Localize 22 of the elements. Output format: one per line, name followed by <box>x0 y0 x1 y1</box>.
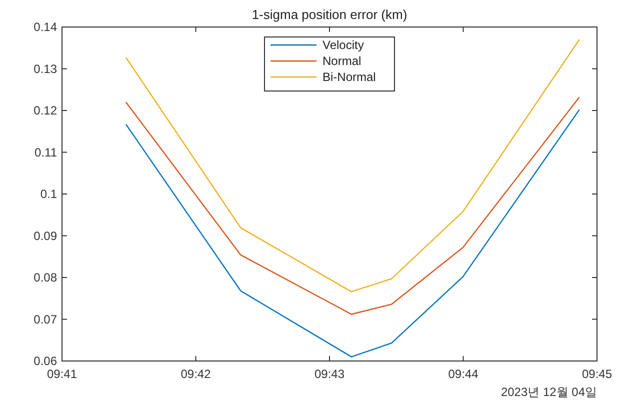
y-tick-label: 0.09 <box>34 228 58 243</box>
x-tick-label: 09:44 <box>448 367 479 381</box>
legend-label: Normal <box>322 54 362 68</box>
y-tick-label: 0.07 <box>34 312 58 326</box>
legend-label: Bi-Normal <box>322 70 376 84</box>
x-tick-label: 09:41 <box>46 367 78 381</box>
text: 2023년 12월 04일 <box>500 385 597 399</box>
y-tick-label: 0.06 <box>34 354 58 368</box>
legend-label: Velocity <box>322 38 364 52</box>
y-tick-label: 0.08 <box>34 270 58 284</box>
x-tick-label: 09:42 <box>180 367 212 381</box>
chart-title: 1-sigma position error (km) <box>252 7 408 22</box>
y-tick-label: 0.11 <box>34 145 58 160</box>
line-series <box>125 38 580 292</box>
line-series <box>125 96 580 315</box>
x-tick-label: 09:45 <box>582 367 612 381</box>
y-tick-label: 0.12 <box>34 104 58 118</box>
y-tick-label: 0.13 <box>34 62 58 76</box>
y-tick-label: 0.1 <box>40 187 58 201</box>
line-series <box>125 109 580 358</box>
x-tick-label: 09:43 <box>314 367 345 381</box>
y-tick-label: 0.14 <box>34 20 58 34</box>
